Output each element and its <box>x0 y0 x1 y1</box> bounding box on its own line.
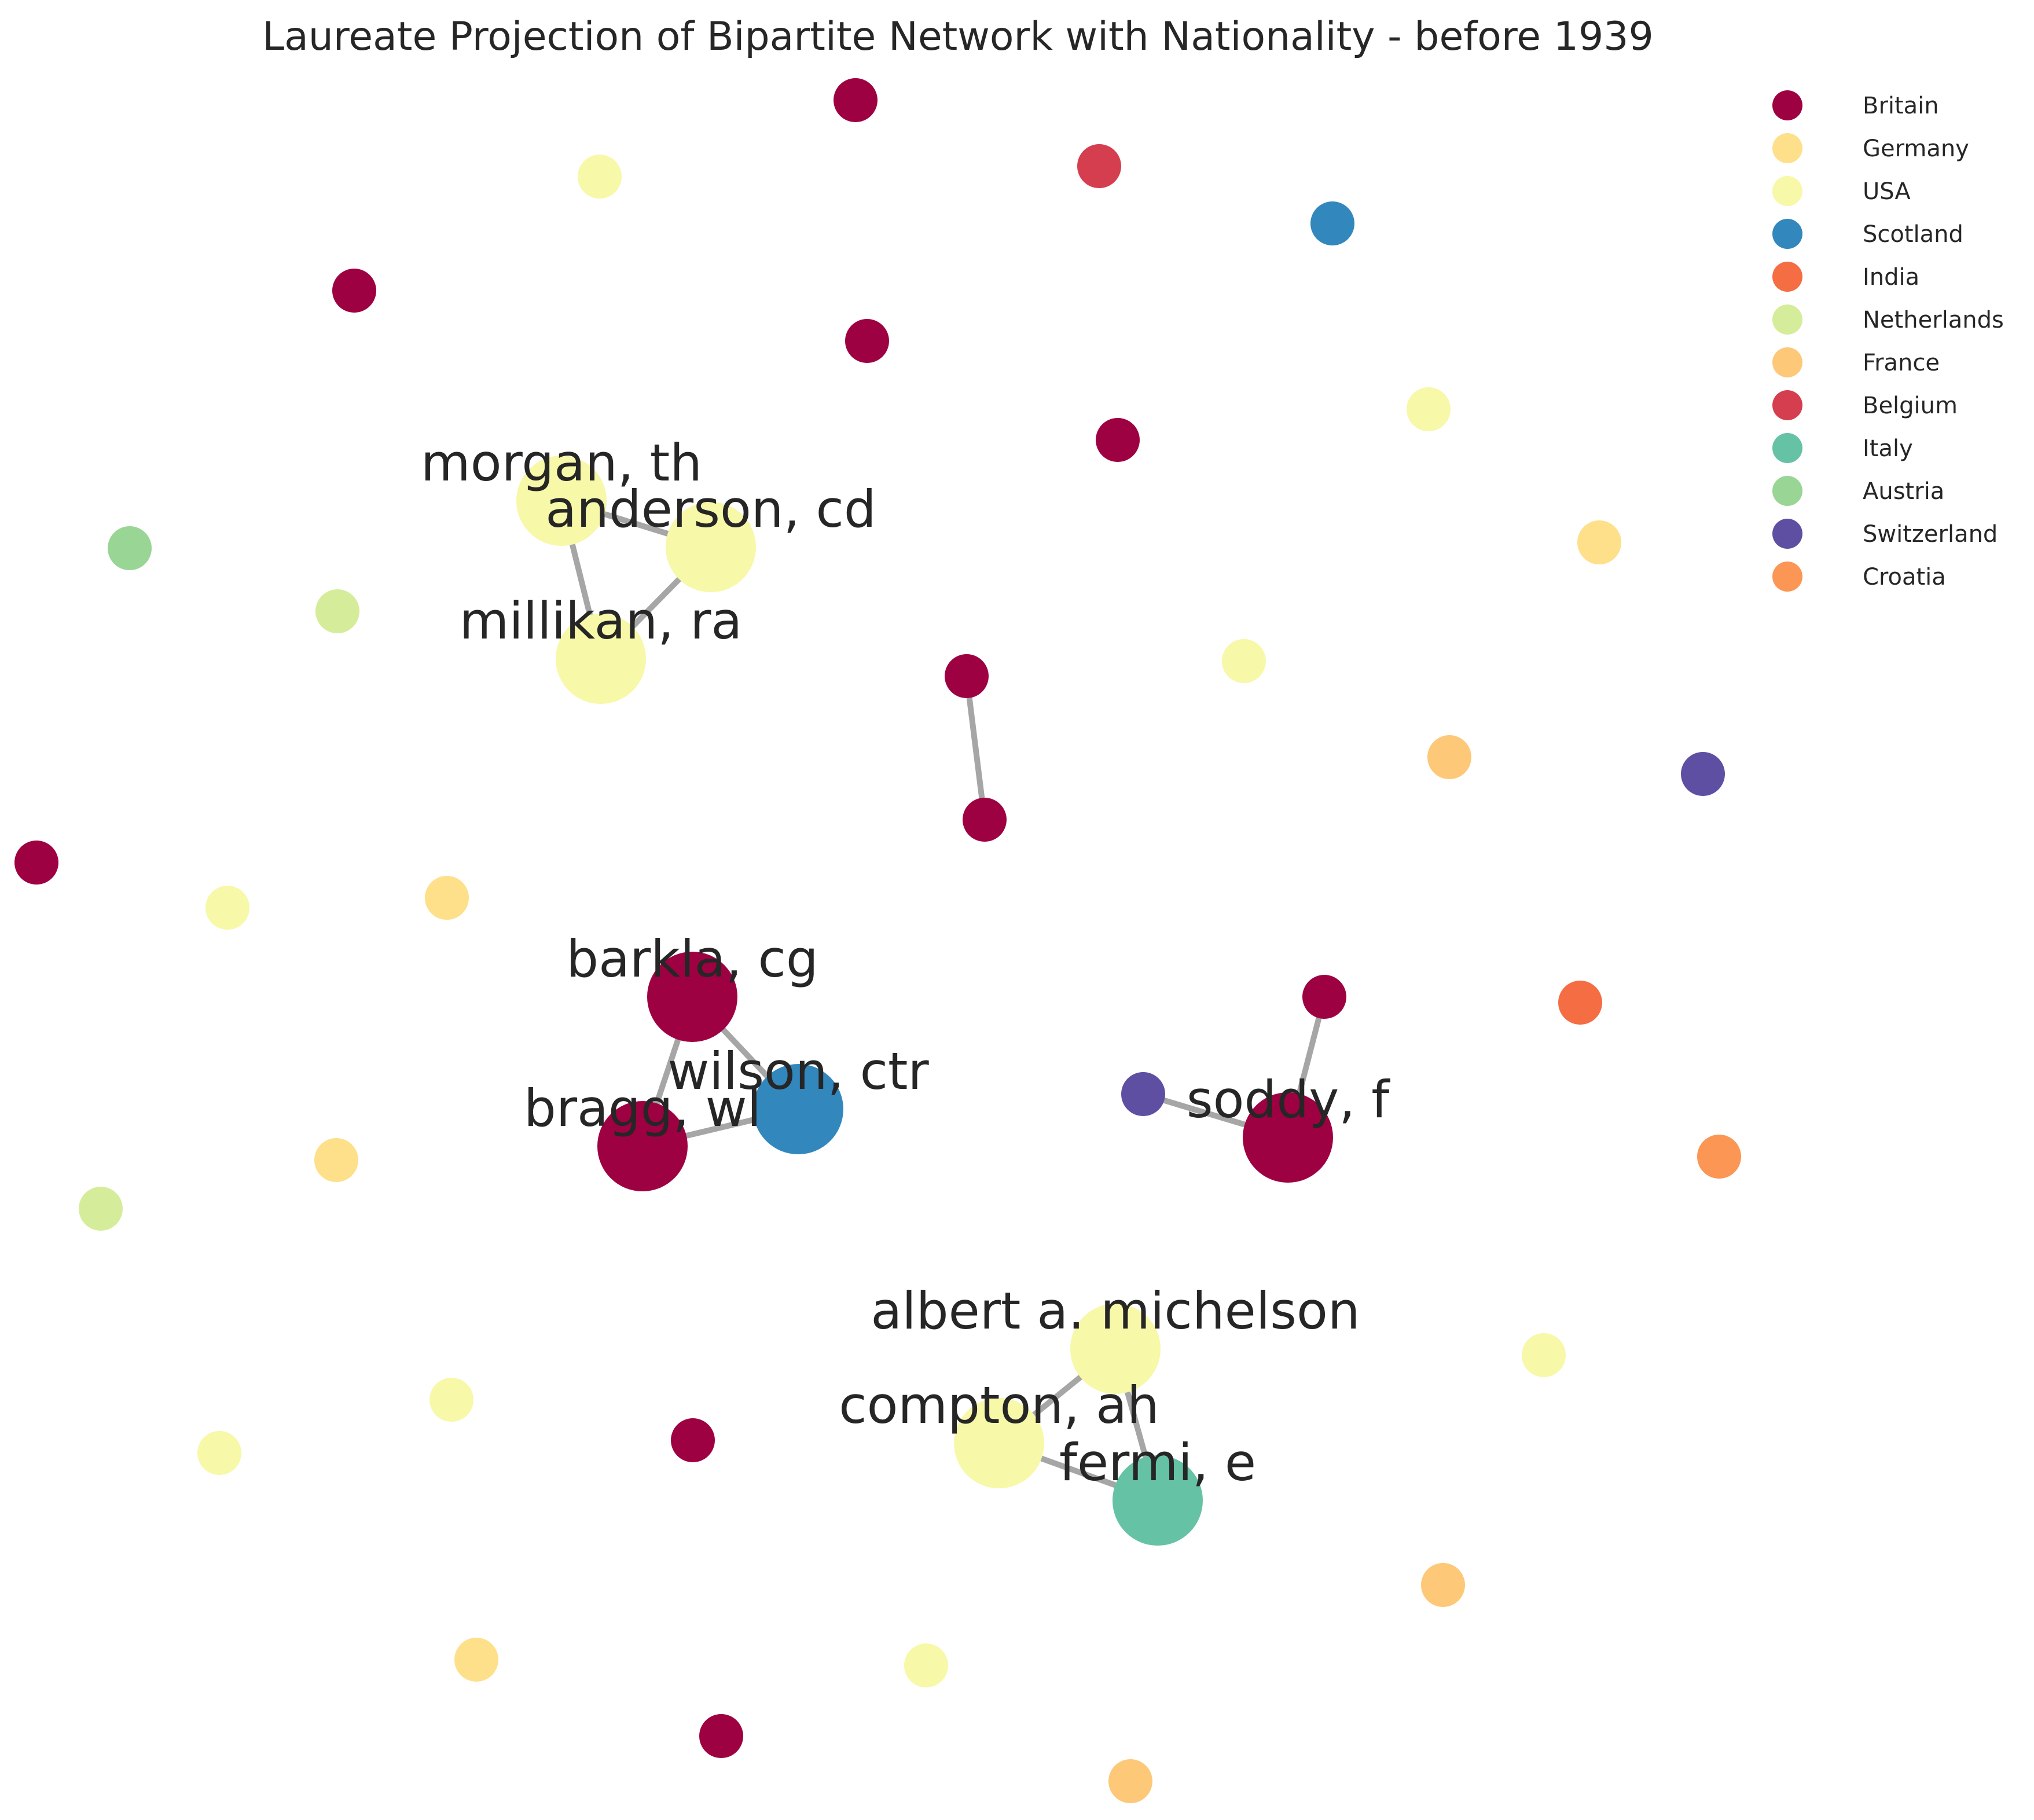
node-label-barkla: barkla, cg <box>566 929 818 989</box>
node-soddy <box>1243 1092 1333 1183</box>
node-b_top <box>834 78 878 122</box>
legend-marker-6 <box>1772 347 1802 377</box>
node-wilson <box>753 1064 843 1154</box>
legend-marker-0 <box>1772 90 1802 120</box>
node-de_l <box>425 876 469 920</box>
legend-label-4: India <box>1863 264 1919 291</box>
node-sc_top <box>1310 201 1354 245</box>
node-morgan <box>516 456 607 546</box>
node-fr_r1 <box>1427 735 1471 779</box>
node-nl_l <box>315 589 359 633</box>
node-hr_r <box>1697 1135 1741 1179</box>
node-usa_l2 <box>429 1378 473 1422</box>
node-ch_r <box>1681 752 1725 796</box>
legend-marker-2 <box>1772 176 1802 206</box>
legend: Britain Germany USA Scotland India Netherland… <box>1772 90 2004 592</box>
legend-label-1: Germany <box>1863 135 1969 162</box>
node-at_l <box>108 526 152 570</box>
legend-label-9: Austria <box>1863 478 1944 505</box>
node-fermi <box>1113 1455 1203 1546</box>
node-usa_b <box>904 1643 948 1687</box>
legend-label-3: Scotland <box>1863 221 1963 248</box>
node-usa_r2 <box>1522 1333 1566 1377</box>
legend-label-11: Croatia <box>1863 564 1946 590</box>
node-usa_l3 <box>197 1431 241 1475</box>
node-label-soddy: soddy, f <box>1187 1070 1390 1129</box>
node-label-compton: compton, ah <box>839 1375 1159 1435</box>
legend-label-2: USA <box>1863 178 1911 205</box>
node-de_r1 <box>1577 520 1621 564</box>
node-label-michelson: albert a. michelson <box>871 1281 1360 1341</box>
legend-marker-7 <box>1772 390 1802 420</box>
node-michelson <box>1070 1304 1161 1394</box>
node-usa_m <box>1222 639 1266 683</box>
legend-label-7: Belgium <box>1863 392 1958 419</box>
legend-marker-1 <box>1772 133 1802 163</box>
legend-label-10: Switzerland <box>1863 521 1998 548</box>
node-b_pair1 <box>945 654 989 698</box>
legend-label-8: Italy <box>1863 435 1913 462</box>
node-in_r <box>1558 981 1602 1025</box>
node-be_top <box>1077 144 1121 188</box>
legend-label-6: France <box>1863 350 1940 376</box>
node-label-fermi: fermi, e <box>1059 1433 1256 1492</box>
legend-marker-3 <box>1772 219 1802 249</box>
node-bragg <box>597 1101 688 1191</box>
node-b_left <box>14 841 58 885</box>
legend-marker-8 <box>1772 433 1802 463</box>
node-b_tl <box>332 269 376 313</box>
edge-b_pair1-b_pair2 <box>964 673 987 823</box>
node-barkla <box>647 952 737 1042</box>
node-b_mid <box>1096 418 1140 462</box>
legend-label-5: Netherlands <box>1863 307 2004 333</box>
node-b_bl <box>671 1418 715 1462</box>
node-usa_tr <box>1407 387 1451 431</box>
node-usa_l <box>205 886 249 930</box>
legend-marker-9 <box>1772 476 1802 506</box>
node-fr_b1 <box>1421 1563 1465 1607</box>
node-nl_l2 <box>79 1187 123 1231</box>
node-compton <box>954 1398 1044 1488</box>
node-b_pair2 <box>963 798 1007 842</box>
legend-marker-10 <box>1772 519 1802 549</box>
figure-title: Laureate Projection of Bipartite Network… <box>262 14 1654 60</box>
node-b_tm <box>845 319 889 363</box>
node-anderson <box>666 502 756 592</box>
legend-marker-4 <box>1772 262 1802 292</box>
legend-marker-11 <box>1772 562 1802 592</box>
node-label-wilson: wilson, ctr <box>667 1041 929 1101</box>
legend-label-0: Britain <box>1863 93 1939 119</box>
node-label-bragg: bragg, wl <box>524 1078 761 1138</box>
legend-marker-5 <box>1772 304 1802 335</box>
node-b_soddy_nb <box>1302 975 1346 1019</box>
node-layer <box>14 78 1741 1803</box>
node-ch_soddy_nb <box>1121 1072 1165 1116</box>
node-de_b <box>454 1638 498 1682</box>
node-de_l2 <box>314 1138 358 1182</box>
node-fr_b2 <box>1108 1759 1152 1803</box>
node-b_b <box>699 1714 743 1758</box>
node-label-morgan: morgan, th <box>421 433 702 493</box>
node-usa_top <box>578 155 622 199</box>
node-label-anderson: anderson, cd <box>545 479 876 539</box>
node-label-millikan: millikan, ra <box>460 591 743 651</box>
node-millikan <box>556 614 646 704</box>
